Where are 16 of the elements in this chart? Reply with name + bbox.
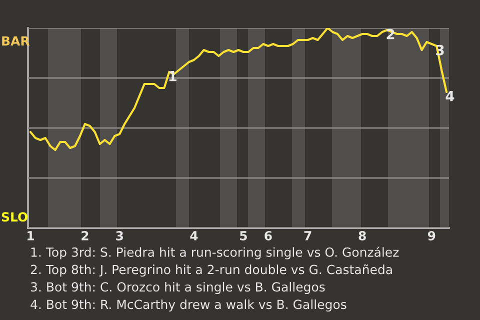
x-tick-label: 4 xyxy=(190,231,198,240)
text: SLO xyxy=(2,212,28,222)
x-tick-label: 5 xyxy=(240,231,247,240)
x-tick-label: 9 xyxy=(428,231,436,240)
x-tick-label: 2 xyxy=(82,231,88,240)
text: 3. Bot 9th: C. Orozco hit a single vs B. Gallegos xyxy=(30,282,325,294)
text: 2. Top 8th: J. Peregrino hit a 2-run double vs G. Castañeda xyxy=(30,264,392,277)
text: 4. Bot 9th: R. McCarthy drew a walk vs B. Gallegos xyxy=(30,299,346,312)
text: 1. Top 3rd: S. Piedra hit a run-scoring single vs O. González xyxy=(31,246,399,260)
x-tick-label: 3 xyxy=(116,231,123,240)
annotation: 1 xyxy=(169,71,176,82)
x-tick-label: 1 xyxy=(28,231,34,240)
annotation: 4 xyxy=(446,91,454,102)
x-tick-label: 6 xyxy=(264,231,272,240)
x-tick-label: 7 xyxy=(304,231,312,240)
x-tick-label: 8 xyxy=(358,231,366,240)
